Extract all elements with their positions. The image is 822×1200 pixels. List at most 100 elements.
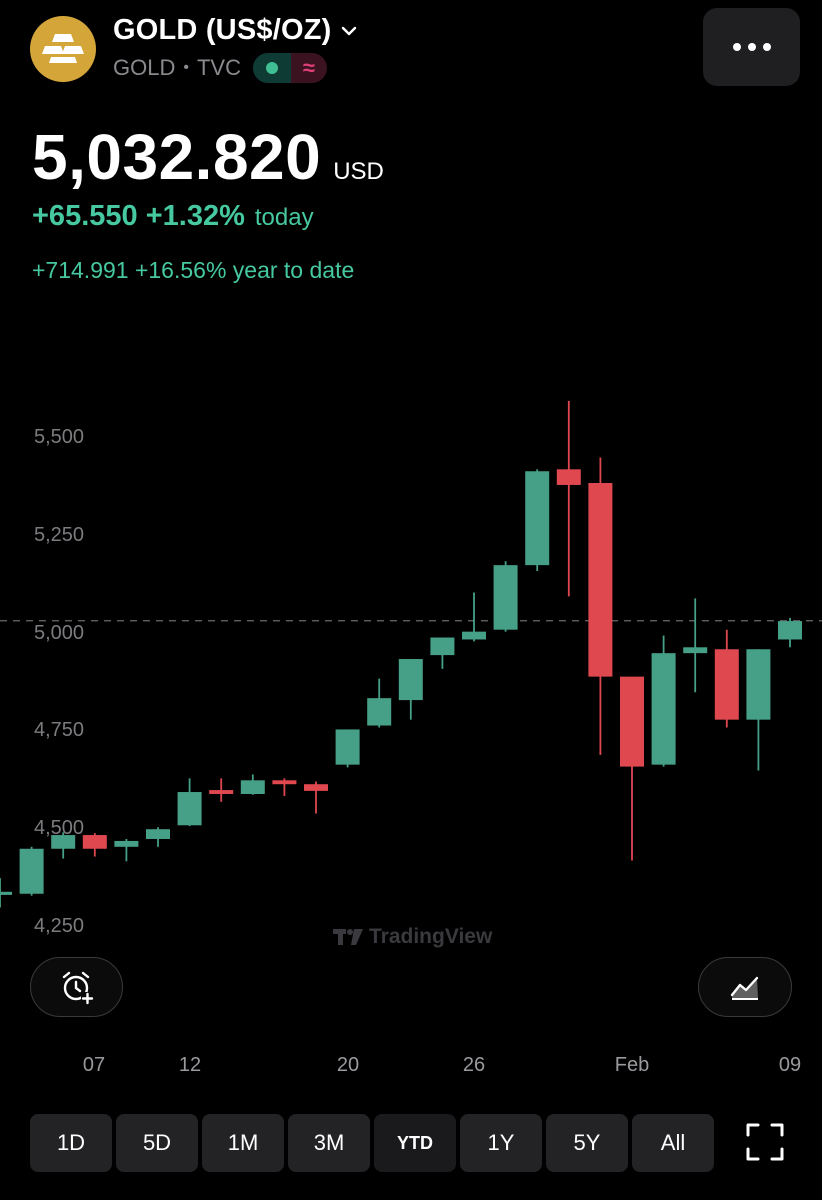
tab-3m[interactable]: 3M — [288, 1114, 370, 1172]
status-badges[interactable]: ≈ — [252, 53, 327, 83]
candle-body-up — [398, 659, 423, 701]
tab-5y[interactable]: 5Y — [546, 1114, 628, 1172]
range-tabs: 1D 5D 1M 3M YTD 1Y 5Y All — [30, 1114, 714, 1172]
candles-group — [0, 400, 802, 908]
candle — [683, 598, 708, 693]
realtime-wave-icon[interactable]: ≈ — [290, 53, 327, 83]
tab-1y[interactable]: 1Y — [460, 1114, 542, 1172]
alarm-add-icon — [62, 971, 94, 1005]
y-tick-label: 4,750 — [34, 719, 85, 742]
candle-body-up — [0, 891, 12, 895]
candle — [272, 778, 297, 796]
candle — [177, 778, 202, 827]
price-row: 5,032.820 USD — [32, 120, 384, 194]
candle-body-up — [525, 471, 550, 566]
candle-body-down — [82, 835, 107, 849]
more-dot-icon — [762, 43, 771, 51]
separator: • — [183, 59, 189, 76]
gold-logo — [30, 16, 96, 82]
candle — [146, 827, 170, 847]
candle — [304, 781, 328, 814]
candle — [714, 629, 739, 728]
more-dot-icon — [747, 43, 756, 51]
symbol-title[interactable]: GOLD (US$/OZ) — [113, 14, 332, 46]
market-open-badge[interactable] — [252, 53, 291, 83]
candle — [462, 592, 486, 642]
tradingview-watermark: TradingView — [333, 925, 492, 949]
last-price: 5,032.820 — [32, 121, 322, 193]
y-tick-label: 5,500 — [34, 426, 85, 448]
symbol-code: GOLD — [113, 55, 176, 80]
candle — [209, 778, 234, 802]
candle-body-down — [304, 784, 328, 791]
fullscreen-icon[interactable] — [745, 1122, 785, 1162]
x-tick-label: Feb — [614, 1054, 650, 1076]
x-tick-label: 07 — [82, 1054, 106, 1076]
add-alert-button[interactable] — [30, 957, 123, 1017]
symbol-title-row[interactable]: GOLD (US$/OZ) — [113, 14, 358, 47]
x-tick-label: 09 — [778, 1054, 802, 1076]
candle-body-down — [272, 780, 297, 785]
candle — [556, 400, 581, 597]
candle-body-down — [714, 649, 739, 720]
candle — [746, 649, 771, 771]
chart-style-button[interactable] — [698, 957, 792, 1017]
candle — [398, 659, 423, 720]
chevron-down-icon[interactable] — [340, 22, 358, 40]
more-options-button[interactable] — [703, 8, 800, 86]
candle-body-up — [114, 840, 139, 847]
candlestick-chart[interactable] — [0, 380, 822, 940]
tradingview-logo-icon — [333, 929, 363, 945]
area-chart-icon — [730, 976, 759, 1000]
candle-body-up — [746, 649, 771, 720]
price-currency: USD — [333, 158, 384, 185]
candle — [0, 878, 12, 908]
tab-1d[interactable]: 1D — [30, 1114, 112, 1172]
candle — [525, 469, 550, 572]
candle-body-up — [146, 829, 170, 839]
candle-body-up — [335, 729, 360, 765]
exchange-name: TVC — [196, 55, 241, 80]
gold-bars-icon — [42, 34, 84, 63]
candle-body-up — [177, 792, 202, 826]
candle-body-down — [620, 676, 644, 767]
candle-body-up — [462, 631, 486, 640]
candle — [620, 676, 644, 861]
candle — [651, 635, 676, 767]
candle-body-down — [588, 482, 613, 677]
candle — [19, 846, 44, 896]
candle — [335, 729, 360, 768]
y-tick-label: 5,250 — [34, 523, 85, 546]
tab-1m[interactable]: 1M — [202, 1114, 284, 1172]
today-change: +65.550 +1.32% — [32, 200, 245, 232]
candle-body-down — [556, 469, 581, 485]
candle — [82, 833, 107, 857]
x-tick-label: 20 — [336, 1054, 360, 1076]
more-dot-icon — [732, 43, 741, 51]
candle-body-up — [51, 835, 76, 849]
candle-body-up — [430, 637, 455, 656]
ytd-change: +714.991 +16.56% year to date — [32, 257, 355, 283]
candle-body-up — [19, 848, 44, 894]
candle-body-up — [240, 780, 265, 794]
candle — [493, 561, 518, 632]
candle-body-up — [778, 621, 802, 640]
candle-body-down — [209, 790, 234, 794]
candle — [430, 637, 455, 669]
live-dot-icon — [265, 62, 278, 74]
tab-ytd[interactable]: YTD — [374, 1114, 456, 1172]
candle-body-up — [367, 698, 392, 726]
y-tick-label: 5,000 — [34, 621, 85, 644]
today-change-row: +65.550 +1.32% today — [32, 200, 314, 233]
tab-all[interactable]: All — [632, 1114, 714, 1172]
candle — [51, 832, 76, 859]
candle — [240, 774, 265, 795]
candle — [588, 457, 613, 755]
candle — [778, 617, 802, 648]
y-tick-label: 4,250 — [34, 915, 85, 937]
candle — [367, 678, 392, 728]
candle-body-up — [683, 647, 708, 654]
tab-5d[interactable]: 5D — [116, 1114, 198, 1172]
x-tick-label: 26 — [462, 1054, 486, 1076]
x-tick-label: 12 — [178, 1054, 202, 1076]
